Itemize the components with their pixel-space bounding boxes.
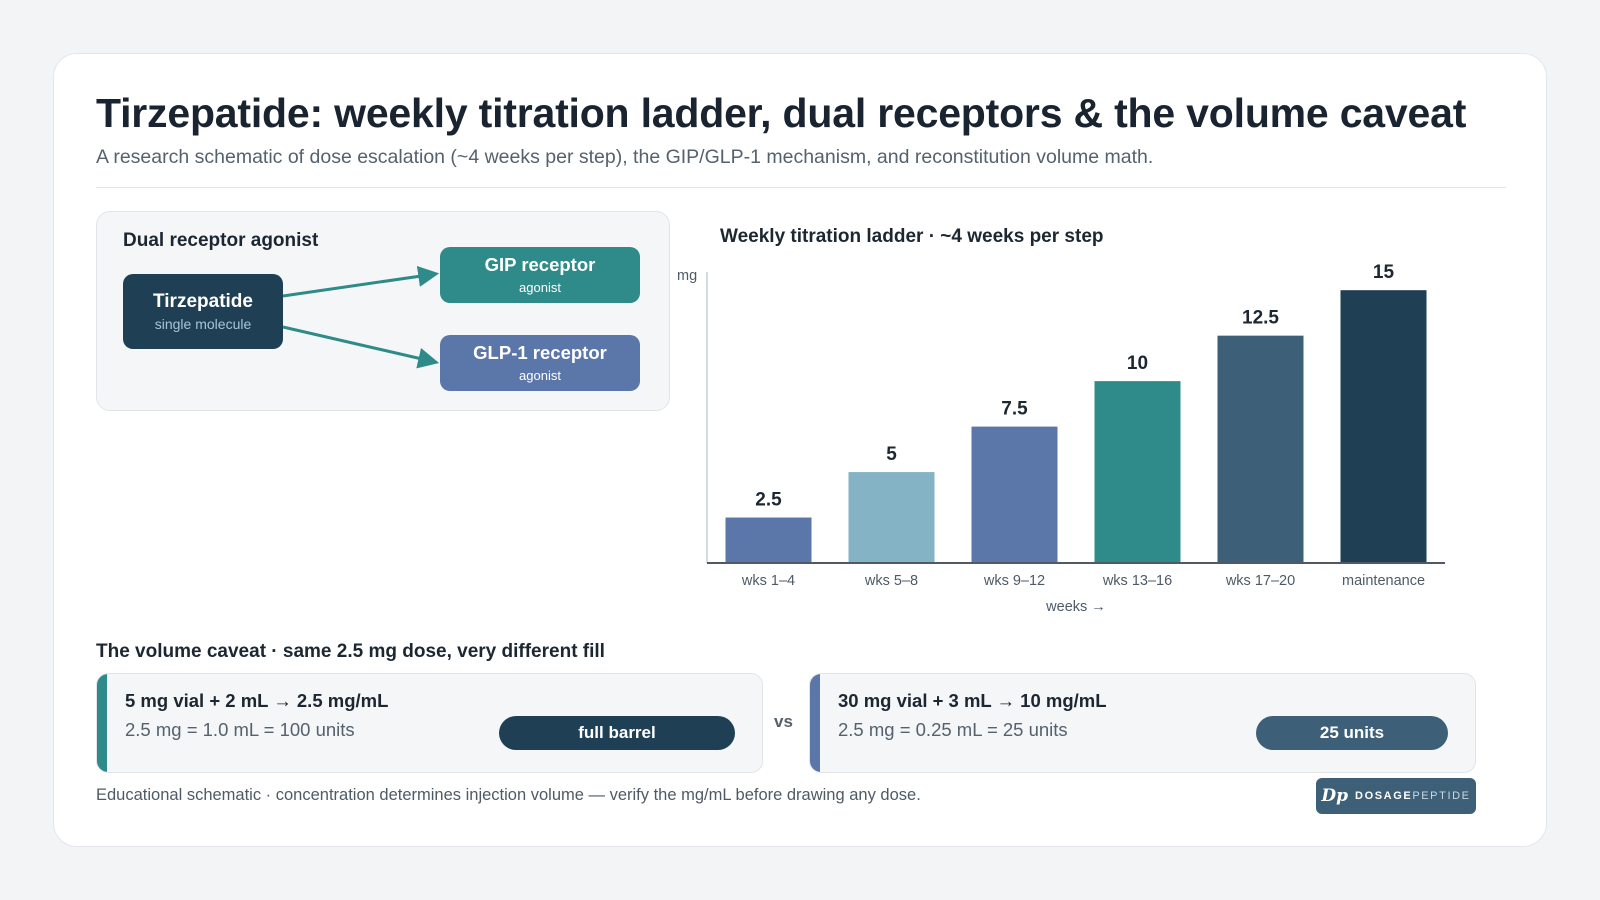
titration-bar-chart: mg 2.5 wks 1–4 5 wks 5–8 7.5 wks 9–12 10 wks 13–… bbox=[677, 262, 1445, 615]
mechanism-panel: Dual receptor agonist Tirzepatide single… bbox=[96, 211, 670, 411]
brand-mark: Dp bbox=[1321, 786, 1349, 806]
brand-word-light: PEPTIDE bbox=[1412, 790, 1471, 802]
card-accent-stripe bbox=[97, 674, 107, 772]
vs-label: vs bbox=[774, 712, 793, 731]
footer-note: Educational schematic · concentration de… bbox=[96, 786, 921, 804]
node-subtitle: agonist bbox=[519, 280, 561, 295]
fill-pill: full barrel bbox=[499, 716, 735, 750]
glp1-receptor-node: GLP-1 receptor agonist bbox=[440, 335, 640, 391]
volume-card-5mg: 5 mg vial + 2 mL → 2.5 mg/mL 2.5 mg = 1.… bbox=[96, 673, 763, 773]
chart-bar bbox=[971, 426, 1058, 563]
arrow-right-icon bbox=[282, 325, 440, 369]
volume-card-math: 2.5 mg = 0.25 mL = 25 units bbox=[838, 719, 1068, 740]
chart-bar bbox=[1094, 381, 1181, 563]
tirzepatide-node: Tirzepatide single molecule bbox=[123, 274, 283, 349]
node-subtitle: agonist bbox=[519, 368, 561, 383]
card-accent-stripe bbox=[810, 674, 820, 772]
bar-value-label: 15 bbox=[1373, 262, 1395, 283]
bar-value-label: 2.5 bbox=[755, 490, 782, 511]
arrow-right-icon bbox=[282, 266, 440, 298]
page-subtitle: A research schematic of dose escalation … bbox=[96, 146, 1154, 168]
chart-bar bbox=[1340, 290, 1427, 563]
x-tick-label: wks 17–20 bbox=[1225, 573, 1295, 589]
x-tick-label: wks 5–8 bbox=[864, 573, 918, 589]
x-axis-label: weeks → bbox=[1045, 599, 1106, 615]
volume-card-30mg: 30 mg vial + 3 mL → 10 mg/mL 2.5 mg = 0.… bbox=[809, 673, 1476, 773]
x-tick-label: wks 1–4 bbox=[741, 573, 795, 589]
dosagepeptide-logo-icon[interactable]: Dp DOSAGEPEPTIDE bbox=[1316, 778, 1476, 814]
divider bbox=[96, 187, 1506, 188]
volume-card-math: 2.5 mg = 1.0 mL = 100 units bbox=[125, 719, 355, 740]
x-tick-label: maintenance bbox=[1342, 573, 1425, 589]
chart-bar bbox=[848, 472, 935, 563]
volume-card-title: 5 mg vial + 2 mL → 2.5 mg/mL bbox=[125, 690, 389, 711]
volume-card-title: 30 mg vial + 3 mL → 10 mg/mL bbox=[838, 690, 1107, 711]
main-card: Tirzepatide: weekly titration ladder, du… bbox=[53, 53, 1547, 847]
node-title: Tirzepatide bbox=[153, 290, 253, 312]
mechanism-heading: Dual receptor agonist bbox=[123, 230, 319, 251]
bar-value-label: 7.5 bbox=[1001, 399, 1028, 420]
x-tick-label: wks 9–12 bbox=[983, 573, 1045, 589]
chart-bar bbox=[1217, 335, 1304, 563]
y-axis-label: mg bbox=[677, 268, 697, 284]
gip-receptor-node: GIP receptor agonist bbox=[440, 247, 640, 303]
node-title: GLP-1 receptor bbox=[473, 342, 607, 363]
bar-value-label: 12.5 bbox=[1242, 308, 1279, 329]
brand-wordmark: DOSAGEPEPTIDE bbox=[1355, 790, 1471, 802]
page-title: Tirzepatide: weekly titration ladder, du… bbox=[96, 90, 1467, 136]
chart-bar bbox=[725, 517, 812, 563]
brand-word-bold: DOSAGE bbox=[1355, 790, 1413, 802]
mechanism-arrows bbox=[282, 266, 440, 369]
node-title: GIP receptor bbox=[484, 254, 596, 275]
chart-title: Weekly titration ladder · ~4 weeks per s… bbox=[720, 226, 1104, 247]
volume-heading: The volume caveat · same 2.5 mg dose, ve… bbox=[96, 641, 605, 662]
bar-value-label: 10 bbox=[1127, 353, 1148, 374]
x-tick-label: wks 13–16 bbox=[1102, 573, 1172, 589]
node-subtitle: single molecule bbox=[154, 315, 252, 332]
fill-pill: 25 units bbox=[1256, 716, 1448, 750]
bar-value-label: 5 bbox=[886, 444, 897, 465]
